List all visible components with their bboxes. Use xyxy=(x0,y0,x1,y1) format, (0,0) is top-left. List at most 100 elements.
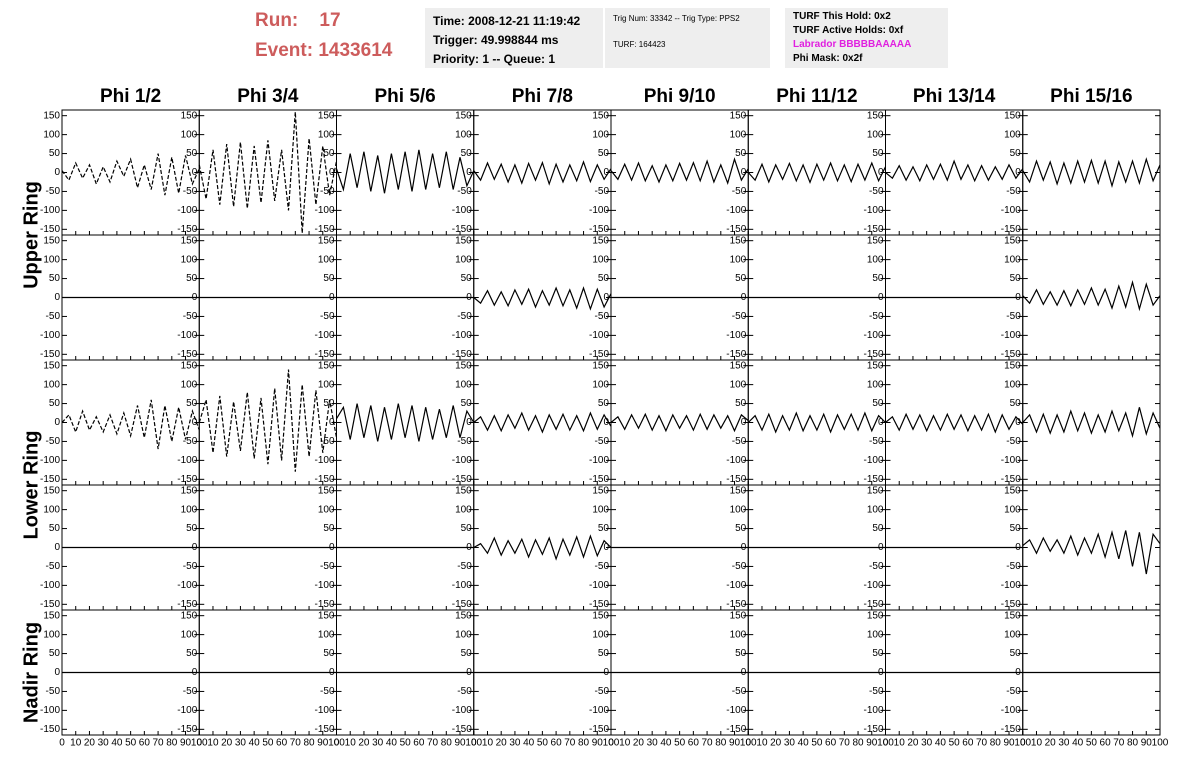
y-tick-label: 150 xyxy=(181,360,198,371)
y-tick-label: 150 xyxy=(181,110,198,121)
column-title: Phi 13/14 xyxy=(913,86,996,107)
y-tick-label: -100 xyxy=(40,330,60,341)
y-tick-label: -50 xyxy=(457,686,472,697)
y-tick-label: 150 xyxy=(1004,485,1021,496)
y-tick-label: -100 xyxy=(589,205,609,216)
x-tick-label: 90 xyxy=(1003,738,1015,749)
column-title: Phi 9/10 xyxy=(644,86,716,107)
waveform xyxy=(747,411,886,434)
y-tick-label: 0 xyxy=(466,542,472,553)
y-tick-label: 50 xyxy=(323,648,335,659)
y-tick-label: -100 xyxy=(177,705,197,716)
y-tick-label: -100 xyxy=(726,205,746,216)
run-label: Run: xyxy=(255,10,299,31)
y-tick-label: 50 xyxy=(49,398,61,409)
info-line: TURF Active Holds: 0xf xyxy=(793,25,904,36)
y-tick-label: 0 xyxy=(192,167,198,178)
y-tick-label: 150 xyxy=(181,610,198,621)
y-tick-label: 150 xyxy=(43,235,60,246)
run: Run: 17 xyxy=(255,10,341,32)
panel-frame xyxy=(336,359,475,486)
y-tick-label: 0 xyxy=(741,167,747,178)
y-tick-label: -150 xyxy=(726,724,746,735)
y-tick-label: 150 xyxy=(43,485,60,496)
y-tick-label: 50 xyxy=(49,148,61,159)
y-tick-label: -50 xyxy=(869,186,884,197)
waveform xyxy=(473,534,612,561)
x-tick-label: 90 xyxy=(180,738,192,749)
column-title: Phi 3/4 xyxy=(237,86,299,107)
y-tick-label: 100 xyxy=(318,504,335,515)
x-tick-label: 100 xyxy=(465,738,482,749)
waveform xyxy=(1022,529,1161,575)
y-tick-label: -150 xyxy=(726,349,746,360)
x-tick-label: 0 xyxy=(59,738,65,749)
x-tick-label: 20 xyxy=(496,738,508,749)
x-tick-label: 90 xyxy=(317,738,329,749)
x-tick-label: 60 xyxy=(276,738,288,749)
x-tick-label: 70 xyxy=(839,738,851,749)
column-title: Phi 11/12 xyxy=(776,86,857,107)
x-tick-label: 30 xyxy=(647,738,659,749)
y-tick-label: 150 xyxy=(867,235,884,246)
y-tick-label: -100 xyxy=(452,705,472,716)
panel-frame xyxy=(747,109,886,236)
y-tick-label: 50 xyxy=(323,273,335,284)
y-tick-label: 150 xyxy=(730,485,747,496)
y-tick-label: 100 xyxy=(592,254,609,265)
x-tick-label: 30 xyxy=(921,738,933,749)
x-tick-label: 20 xyxy=(221,738,233,749)
y-tick-label: 150 xyxy=(318,485,335,496)
x-tick-label: 40 xyxy=(249,738,261,749)
y-tick-label: 0 xyxy=(878,417,884,428)
panel-frame xyxy=(473,234,612,361)
x-tick-label: 20 xyxy=(1045,738,1057,749)
panel-frame xyxy=(198,109,337,236)
y-tick-label: -150 xyxy=(314,224,334,235)
panel-frame xyxy=(473,109,612,236)
y-tick-label: -150 xyxy=(589,349,609,360)
y-tick-label: 150 xyxy=(1004,610,1021,621)
y-tick-label: 50 xyxy=(735,523,747,534)
waveform xyxy=(1022,279,1161,312)
x-tick-label: 60 xyxy=(139,738,151,749)
x-tick-label: 40 xyxy=(798,738,810,749)
x-tick-label: 30 xyxy=(235,738,247,749)
y-tick-label: 0 xyxy=(1015,167,1021,178)
waveform xyxy=(1022,407,1161,439)
waveform xyxy=(1022,157,1161,189)
y-tick-label: 0 xyxy=(878,167,884,178)
y-tick-label: -150 xyxy=(177,599,197,610)
y-tick-label: 100 xyxy=(867,379,884,390)
y-tick-label: 50 xyxy=(461,398,473,409)
y-tick-label: 150 xyxy=(1004,235,1021,246)
y-tick-label: 0 xyxy=(603,542,609,553)
y-tick-label: 0 xyxy=(466,292,472,303)
info-line: Phi Mask: 0x2f xyxy=(793,53,863,64)
y-tick-label: -100 xyxy=(1001,455,1021,466)
y-tick-label: -50 xyxy=(595,561,610,572)
y-tick-label: 0 xyxy=(741,292,747,303)
y-tick-label: 0 xyxy=(878,542,884,553)
y-tick-label: 50 xyxy=(461,523,473,534)
y-tick-label: 50 xyxy=(735,648,747,659)
y-tick-label: -150 xyxy=(314,599,334,610)
x-tick-label: 100 xyxy=(328,738,345,749)
y-tick-label: -100 xyxy=(452,580,472,591)
x-tick-label: 20 xyxy=(770,738,782,749)
y-tick-label: -50 xyxy=(320,686,335,697)
y-tick-label: -50 xyxy=(46,561,61,572)
y-tick-label: 0 xyxy=(54,667,60,678)
event: Event: 1433614 xyxy=(255,40,392,62)
y-tick-label: -100 xyxy=(314,455,334,466)
x-tick-label: 30 xyxy=(1058,738,1070,749)
info-line: TURF This Hold: 0x2 xyxy=(793,11,891,22)
y-tick-label: 50 xyxy=(461,148,473,159)
y-tick-label: 50 xyxy=(186,273,198,284)
y-tick-label: 100 xyxy=(318,129,335,140)
panel-frame xyxy=(885,109,1024,236)
y-tick-label: 100 xyxy=(592,504,609,515)
x-tick-label: 80 xyxy=(715,738,727,749)
y-tick-label: 100 xyxy=(181,504,198,515)
